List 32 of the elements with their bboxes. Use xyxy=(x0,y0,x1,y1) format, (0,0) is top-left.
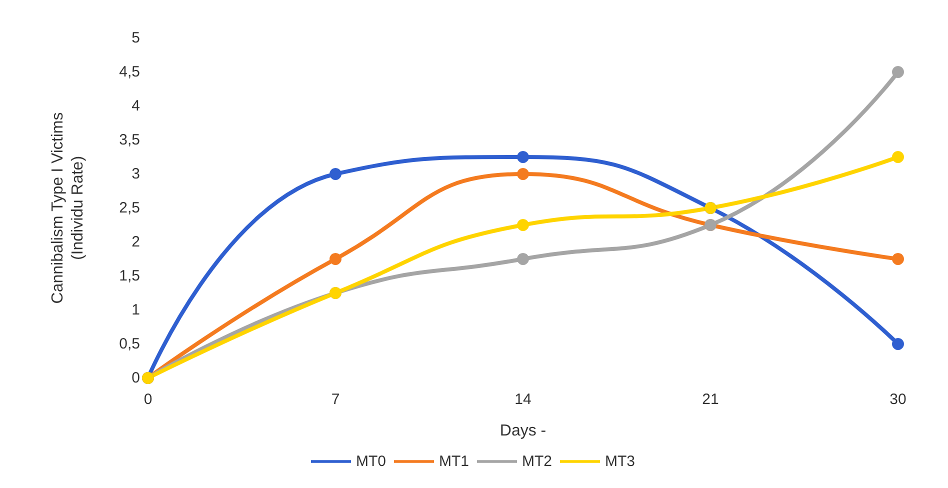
point xyxy=(892,338,904,350)
y-tick-label: 0 xyxy=(132,370,140,386)
legend-label: MT3 xyxy=(605,453,635,470)
y-tick-label: 3 xyxy=(132,166,140,182)
legend-label: MT2 xyxy=(522,453,552,470)
x-tick-label: 30 xyxy=(890,391,906,408)
legend-label: MT1 xyxy=(439,453,469,470)
point xyxy=(892,151,904,163)
point xyxy=(517,151,529,163)
y-tick-label: 1 xyxy=(132,302,140,318)
y-tick-label: 1,5 xyxy=(119,268,140,284)
legend-label: MT0 xyxy=(356,453,386,470)
point xyxy=(330,168,342,180)
x-tick-label: 21 xyxy=(702,391,719,408)
y-tick-label: 4,5 xyxy=(119,64,140,80)
point xyxy=(517,219,529,231)
x-axis-title: Days - xyxy=(500,422,546,440)
y-tick-label: 4 xyxy=(132,98,140,114)
point xyxy=(517,253,529,265)
x-tick-label: 7 xyxy=(331,391,340,408)
x-tick-label: 14 xyxy=(514,391,532,408)
y-tick-label: 5 xyxy=(132,30,140,46)
y-tick-label: 0,5 xyxy=(119,336,140,352)
x-tick-label: 0 xyxy=(144,391,152,408)
point xyxy=(892,66,904,78)
point xyxy=(517,168,529,180)
point xyxy=(330,253,342,265)
y-tick-label: 2,5 xyxy=(119,200,140,216)
point xyxy=(892,253,904,265)
y-tick-label: 2 xyxy=(132,234,140,250)
y-tick-label: 3,5 xyxy=(119,132,140,148)
y-axis-title: Cannibalism Type I Victims (Individu Rate) xyxy=(50,112,86,304)
